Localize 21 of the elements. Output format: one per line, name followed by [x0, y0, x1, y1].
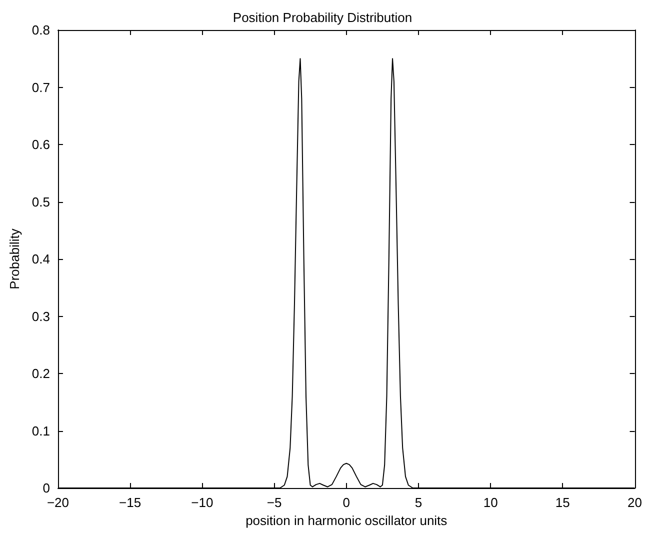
y-tick-label: 0.4 — [32, 252, 50, 266]
x-tick-label: 5 — [414, 495, 422, 510]
x-tick-label: −10 — [191, 495, 214, 510]
y-tick-label: 0.1 — [32, 423, 50, 438]
x-tick-label: 0 — [342, 495, 350, 510]
y-tick-label: 0.5 — [32, 194, 50, 210]
x-tick-label: 10 — [483, 495, 498, 510]
y-tick-label: 0.7 — [32, 80, 50, 95]
x-axis-title: position in harmonic oscillator units — [246, 512, 448, 528]
y-tick-label: 0.3 — [32, 308, 50, 324]
x-tick-label: −20 — [46, 495, 70, 510]
y-tick-label: 0.8 — [32, 22, 50, 38]
chart-title: Position Probability Distribution — [232, 10, 412, 25]
y-tick-label: 0 — [42, 480, 50, 496]
y-tick-label: 0.6 — [32, 137, 50, 152]
y-tick-label: 0.2 — [32, 366, 50, 381]
x-tick-label: −15 — [119, 495, 142, 510]
y-axis-title: Probability — [7, 228, 22, 290]
x-tick-label: 20 — [628, 495, 642, 510]
x-tick-label: 15 — [555, 495, 570, 510]
x-tick-label: −5 — [266, 495, 282, 510]
